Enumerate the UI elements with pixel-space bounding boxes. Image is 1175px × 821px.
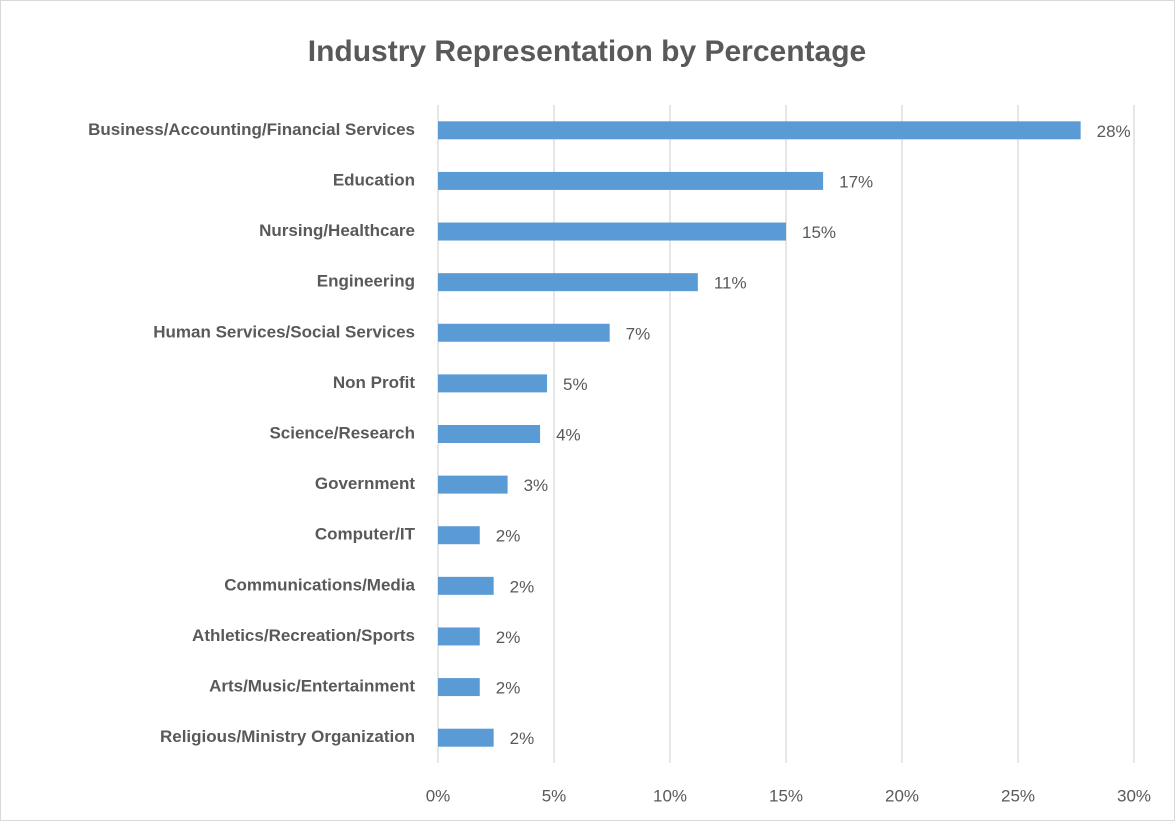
y-tick-label: Education xyxy=(333,170,415,189)
x-tick-label: 25% xyxy=(1001,786,1035,805)
data-label: 17% xyxy=(839,172,873,191)
y-tick-label: Nursing/Healthcare xyxy=(259,221,415,240)
y-tick-label: Science/Research xyxy=(269,423,415,442)
data-label: 2% xyxy=(510,577,535,596)
y-tick-label: Non Profit xyxy=(333,373,415,392)
x-tick-label: 5% xyxy=(542,786,567,805)
bar xyxy=(438,576,494,595)
x-tick-label: 10% xyxy=(653,786,687,805)
bar xyxy=(438,475,508,494)
y-tick-label: Business/Accounting/Financial Services xyxy=(88,120,415,139)
bar xyxy=(438,273,698,292)
bar xyxy=(438,526,480,545)
data-label: 2% xyxy=(496,628,521,647)
bar xyxy=(438,374,548,393)
bar xyxy=(438,627,480,646)
bar xyxy=(438,323,610,342)
bar xyxy=(438,678,480,697)
y-tick-label: Religious/Ministry Organization xyxy=(160,727,415,746)
bar xyxy=(438,171,824,190)
bar xyxy=(438,728,494,747)
x-tick-label: 30% xyxy=(1117,786,1151,805)
data-label: 11% xyxy=(714,274,747,293)
x-tick-label: 20% xyxy=(885,786,919,805)
data-label: 2% xyxy=(496,527,521,546)
data-label: 15% xyxy=(802,223,836,242)
chart-title: Industry Representation by Percentage xyxy=(308,35,867,68)
data-label: 7% xyxy=(626,324,651,343)
y-tick-label: Government xyxy=(315,474,415,493)
y-tick-label: Communications/Media xyxy=(224,575,415,594)
bar xyxy=(438,121,1081,140)
data-label: 5% xyxy=(563,375,588,394)
data-label: 3% xyxy=(524,476,549,495)
y-tick-label: Arts/Music/Entertainment xyxy=(209,677,415,696)
bar xyxy=(438,425,541,443)
y-tick-label: Human Services/Social Services xyxy=(153,322,415,341)
x-tick-label: 15% xyxy=(769,786,803,805)
data-label: 2% xyxy=(496,679,521,698)
y-tick-label: Engineering xyxy=(317,272,415,291)
y-tick-label: Athletics/Recreation/Sports xyxy=(192,626,415,645)
data-label: 2% xyxy=(510,729,535,748)
data-label: 28% xyxy=(1097,122,1131,141)
bar xyxy=(438,222,786,241)
data-label: 4% xyxy=(556,425,581,444)
x-tick-label: 0% xyxy=(426,786,451,805)
y-tick-label: Computer/IT xyxy=(315,525,416,544)
